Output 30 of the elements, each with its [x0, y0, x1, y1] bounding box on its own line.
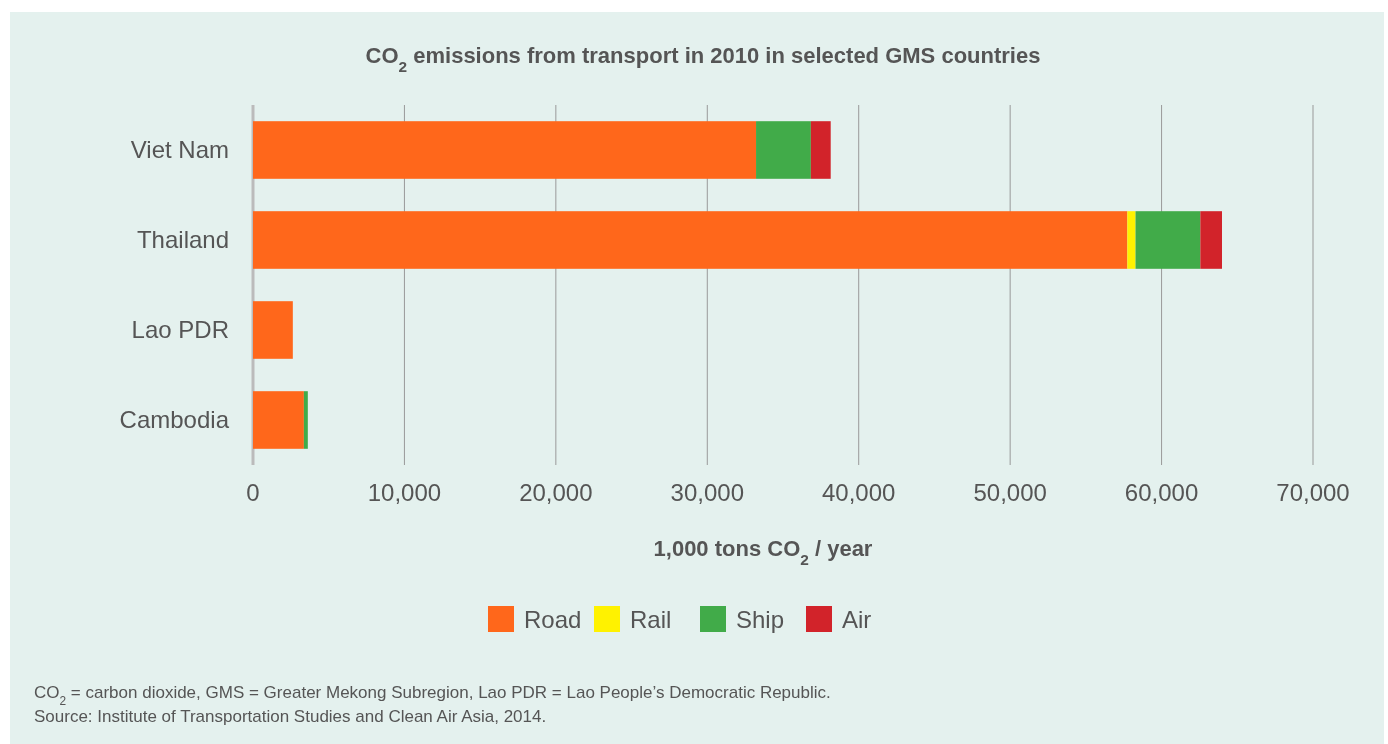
legend-label: Air	[842, 606, 872, 633]
bar	[1135, 211, 1201, 269]
bar	[810, 121, 831, 179]
chart-title: CO$_{2}$ emissions from transport in 2010 in selected GMS countries	[365, 43, 1041, 75]
y-tick-label: Lao PDR	[131, 316, 229, 343]
legend-label: Ship	[736, 606, 785, 633]
bar	[303, 391, 308, 449]
y-tick-label: Thailand	[136, 226, 229, 253]
x-tick-label: 10,000	[367, 479, 442, 506]
bar	[253, 121, 757, 179]
x-tick-label: 30,000	[670, 479, 744, 506]
legend-label: Road	[524, 606, 582, 633]
bar	[253, 391, 304, 449]
legend-label: Rail	[630, 606, 672, 633]
bar	[253, 211, 1128, 269]
y-tick-label: Viet Nam	[130, 136, 229, 163]
x-tick-label: 70,000	[1276, 479, 1350, 506]
bar	[1127, 211, 1136, 269]
bar	[253, 301, 293, 359]
x-axis-title: 1,000 tons CO$_{2}$ / year	[653, 536, 873, 568]
y-tick-label: Cambodia	[119, 406, 230, 433]
x-tick-label: 40,000	[822, 479, 896, 506]
text: CO$_{2}$ = carbon dioxide, GMS = Greater Mekong Subregion, Lao PDR = Lao People’s Democratic Republic.	[34, 683, 831, 708]
source-note: Source: Institute of Transportation Studies and Clean Air Asia, 2014.	[34, 707, 547, 726]
bar	[1200, 211, 1222, 269]
bar	[756, 121, 811, 179]
x-tick-label: 60,000	[1124, 479, 1199, 506]
x-tick-label: 50,000	[973, 479, 1047, 506]
x-tick-label: 0	[246, 479, 260, 506]
x-tick-label: 20,000	[519, 479, 593, 506]
